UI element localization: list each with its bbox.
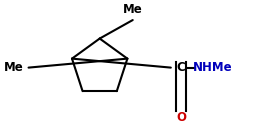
Text: NHMe: NHMe (193, 61, 232, 74)
Text: Me: Me (123, 3, 143, 16)
Text: C: C (177, 61, 185, 74)
Text: O: O (176, 111, 186, 124)
Text: Me: Me (4, 61, 23, 74)
